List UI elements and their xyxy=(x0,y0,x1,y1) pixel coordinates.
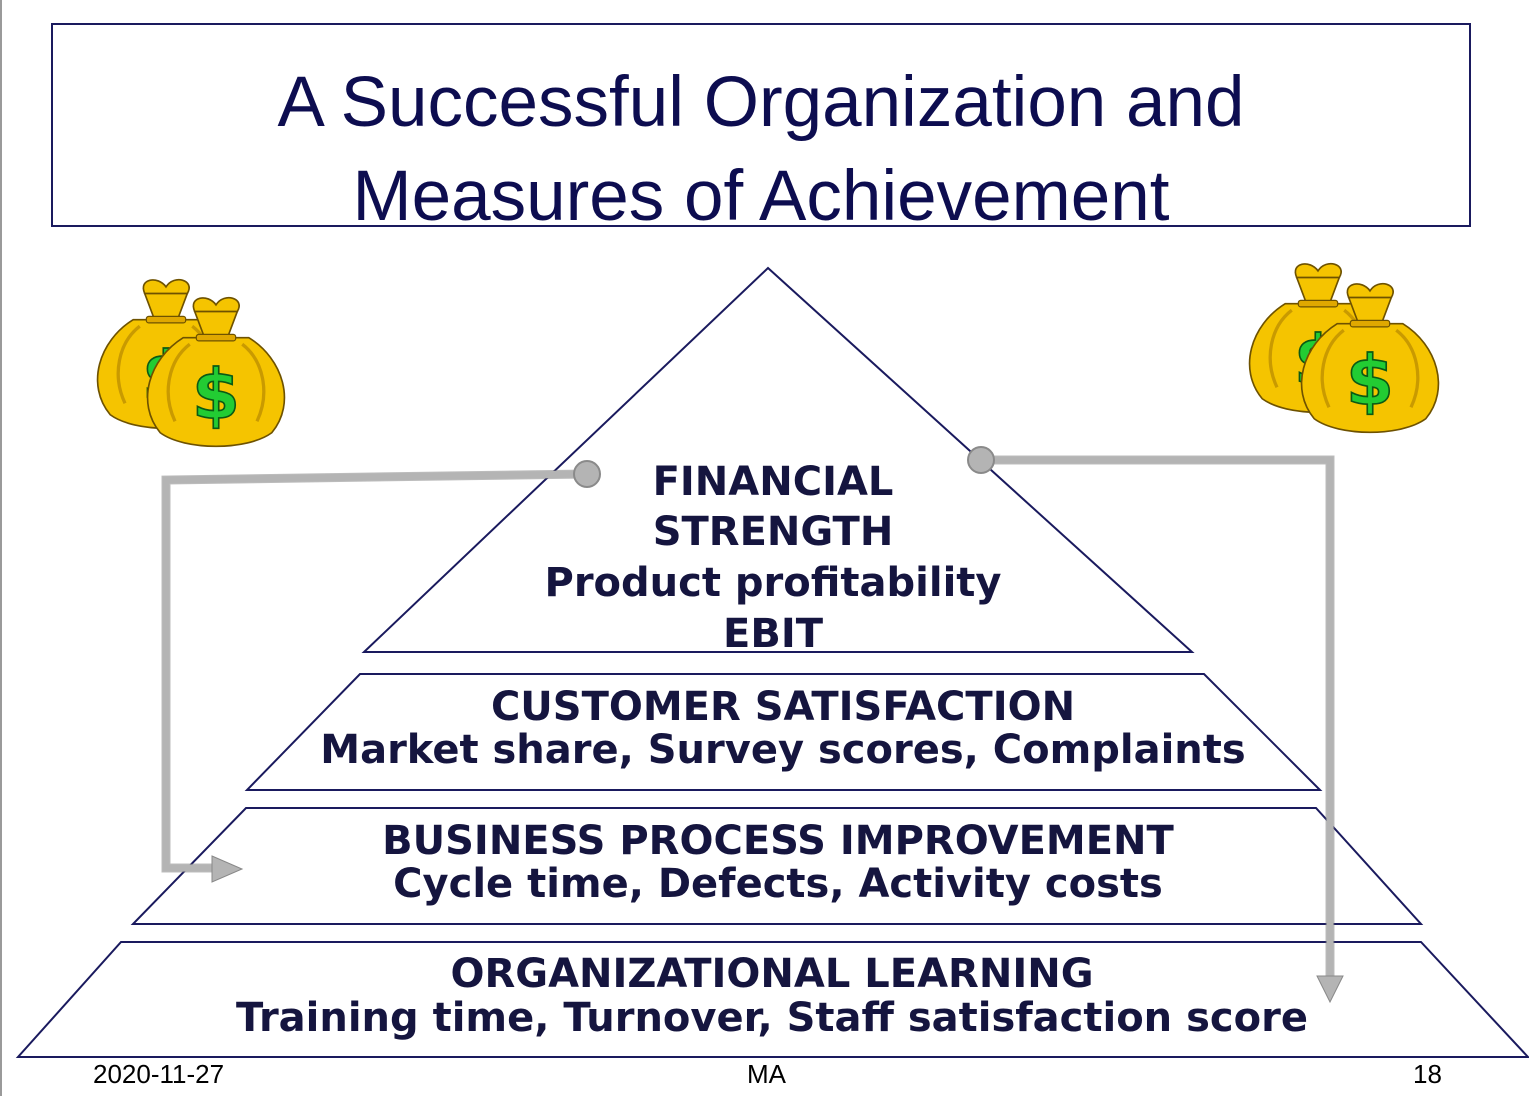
footer-center-label: MA xyxy=(747,1059,786,1089)
tier-learning-shape xyxy=(15,941,1529,1058)
connector-right-arrow xyxy=(967,446,1344,1004)
slide-left-edge xyxy=(0,0,2,1096)
footer-page-number: 18 xyxy=(1413,1059,1442,1089)
financial-heading-2: STRENGTH xyxy=(652,509,894,555)
money-bags-icon xyxy=(95,278,287,448)
footer-date: 2020-11-27 xyxy=(93,1059,225,1089)
financial-heading-1: FINANCIAL xyxy=(652,459,894,505)
slide-title-line-2: Measures of Achievement xyxy=(352,157,1170,236)
customer-heading: CUSTOMER SATISFACTION xyxy=(490,684,1076,730)
learning-measures: Training time, Turnover, Staff satisfact… xyxy=(236,995,1308,1041)
title-box: A Successful Organization and Measures o… xyxy=(51,23,1471,236)
process-measures: Cycle time, Defects, Activity costs xyxy=(393,861,1163,907)
tier-customer-shape xyxy=(244,673,1323,791)
learning-heading: ORGANIZATIONAL LEARNING xyxy=(450,951,1094,997)
money-bags-icon-right xyxy=(1247,262,1441,434)
slide-title-line-1: A Successful Organization and xyxy=(277,63,1245,142)
process-heading: BUSINESS PROCESS IMPROVEMENT xyxy=(382,818,1174,864)
financial-measure-1: Product profitability xyxy=(544,560,1002,606)
tier-process-shape xyxy=(130,807,1424,925)
financial-measure-2: EBIT xyxy=(723,611,823,657)
customer-measures: Market share, Survey scores, Complaints xyxy=(320,727,1246,773)
connector-left-arrow xyxy=(161,460,601,883)
